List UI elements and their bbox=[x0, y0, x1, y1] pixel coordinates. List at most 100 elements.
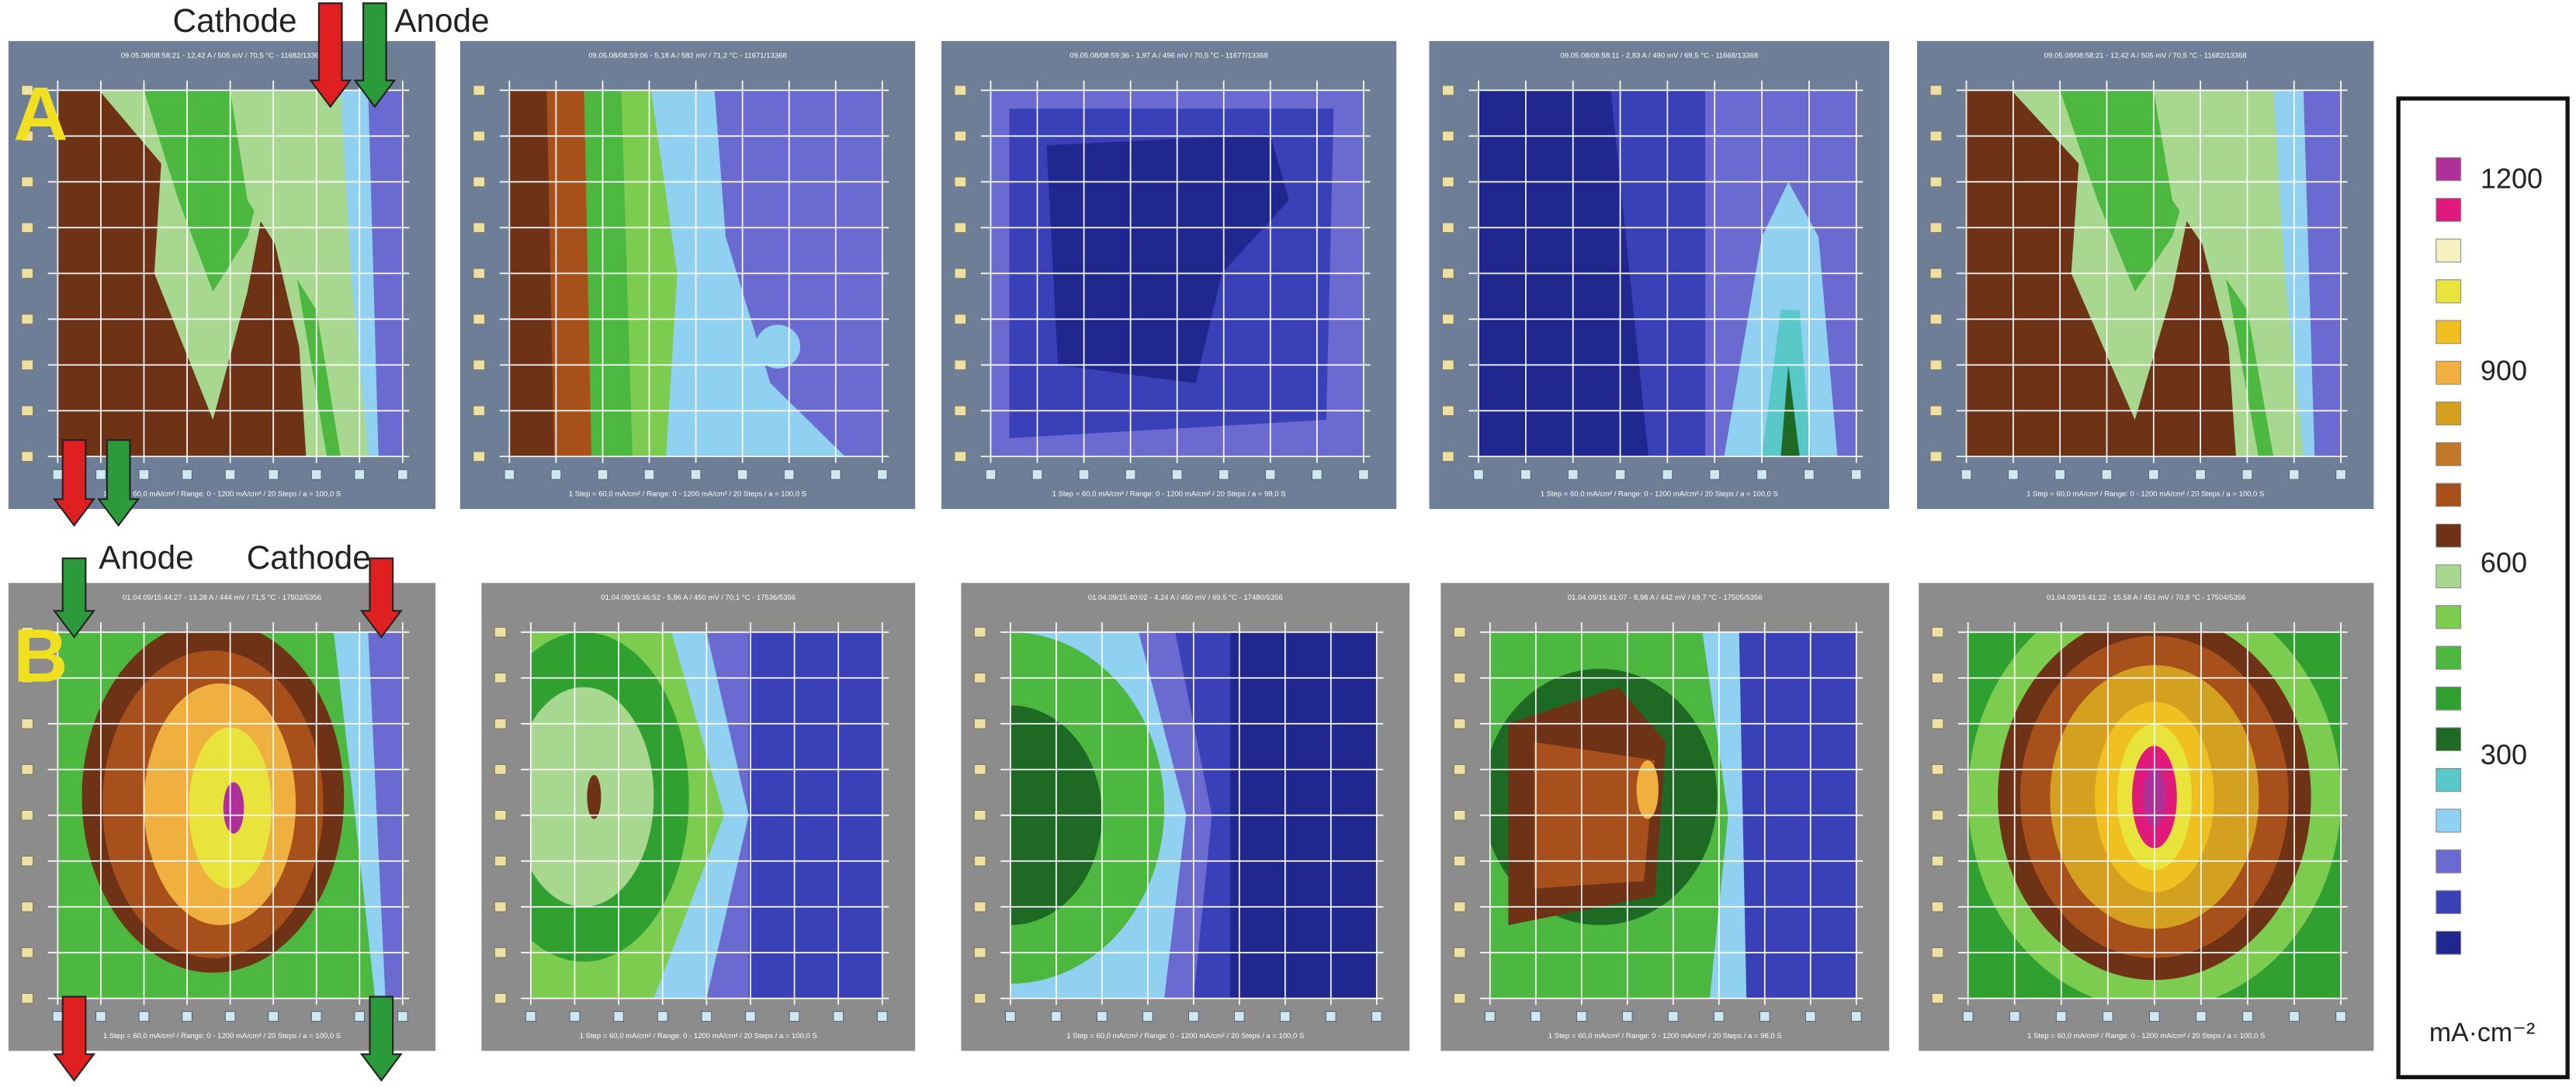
side-pin bbox=[473, 222, 486, 234]
legend-unit: mA·cm⁻² bbox=[2429, 1018, 2535, 1047]
bottom-pin bbox=[1530, 1011, 1541, 1022]
side-pin bbox=[1441, 405, 1454, 417]
bottom-pin bbox=[1804, 469, 1815, 480]
side-pin bbox=[954, 130, 967, 142]
legend-swatch bbox=[2436, 320, 2462, 344]
bottom-pin bbox=[2196, 1011, 2207, 1022]
bottom-pin bbox=[2055, 1011, 2067, 1022]
map-footer: 1 Step = 60,0 mA/cm² / Range: 0 - 1200 m… bbox=[103, 490, 341, 499]
legend-swatch bbox=[2436, 849, 2462, 874]
legend-swatch bbox=[2436, 238, 2462, 263]
side-pin bbox=[1441, 268, 1454, 279]
side-pin bbox=[1931, 718, 1944, 729]
side-pin bbox=[954, 222, 967, 234]
side-pin bbox=[954, 451, 967, 462]
bottom-pin bbox=[745, 1011, 756, 1022]
legend-swatch bbox=[2436, 401, 2462, 426]
map-header: 01.04.09/15:46:52 - 5,86 A / 450 mV / 70… bbox=[601, 594, 796, 602]
bottom-pin bbox=[1961, 469, 1972, 480]
contour bbox=[1636, 760, 1659, 819]
bottom-pin bbox=[1713, 1011, 1725, 1022]
row-label: A bbox=[13, 71, 68, 156]
bottom-pin bbox=[1621, 1011, 1633, 1022]
side-pin bbox=[21, 85, 34, 96]
side-pin bbox=[973, 763, 986, 775]
side-pin bbox=[973, 855, 986, 867]
side-pin bbox=[1929, 176, 1943, 188]
side-pin bbox=[1441, 222, 1454, 234]
side-pin bbox=[21, 626, 34, 638]
bottom-pin bbox=[1520, 469, 1531, 480]
legend-swatch bbox=[2436, 279, 2462, 303]
side-pin bbox=[1931, 947, 1944, 958]
bottom-pin bbox=[224, 1011, 236, 1022]
bottom-pin bbox=[1709, 469, 1721, 480]
arrow bbox=[359, 995, 403, 1082]
side-pin bbox=[1441, 130, 1454, 142]
bottom-pin bbox=[657, 1011, 668, 1022]
side-pin bbox=[973, 672, 986, 684]
contour bbox=[755, 324, 801, 369]
bottom-pin bbox=[95, 469, 106, 480]
side-pin bbox=[21, 763, 34, 775]
electrode-label: Cathode bbox=[247, 539, 371, 576]
legend-swatch bbox=[2436, 646, 2462, 670]
bottom-pin bbox=[1311, 469, 1323, 480]
legend-swatch bbox=[2436, 361, 2462, 385]
side-pin bbox=[494, 718, 507, 729]
map-footer: 1 Step = 60,0 mA/cm² / Range: 0 - 1200 m… bbox=[2027, 1032, 2265, 1040]
bottom-pin bbox=[613, 1011, 624, 1022]
bottom-pin bbox=[95, 1011, 106, 1022]
side-pin bbox=[473, 451, 486, 462]
side-pin bbox=[1453, 626, 1466, 638]
bottom-pin bbox=[504, 469, 515, 480]
bottom-pin bbox=[52, 1011, 64, 1022]
side-pin bbox=[494, 626, 507, 638]
side-pin bbox=[494, 992, 507, 1004]
bottom-pin bbox=[1279, 1011, 1291, 1022]
bottom-pin bbox=[1004, 1011, 1016, 1022]
side-pin bbox=[21, 359, 34, 371]
bottom-pin bbox=[876, 469, 888, 480]
arrow bbox=[53, 439, 96, 527]
bottom-pin bbox=[268, 469, 279, 480]
bottom-pin bbox=[2195, 469, 2206, 480]
bottom-pin bbox=[2335, 1011, 2346, 1022]
side-pin bbox=[21, 130, 34, 142]
side-pin bbox=[494, 672, 507, 684]
side-pin bbox=[954, 85, 967, 96]
bottom-pin bbox=[224, 469, 236, 480]
side-pin bbox=[1931, 901, 1944, 912]
legend-swatch bbox=[2436, 198, 2462, 222]
bottom-pin bbox=[1756, 469, 1767, 480]
side-pin bbox=[1931, 626, 1944, 638]
bottom-pin bbox=[397, 1011, 408, 1022]
bottom-pin bbox=[1614, 469, 1626, 480]
bottom-pin bbox=[789, 1011, 800, 1022]
side-pin bbox=[973, 809, 986, 821]
arrow bbox=[53, 557, 96, 639]
map-header: 01.04.09/15:40:02 - 4,24 A / 450 mV / 69… bbox=[1088, 594, 1283, 602]
bottom-pin bbox=[1187, 1011, 1199, 1022]
map-header: 01.04.09/15:41:22 - 15,58 A / 451 mV / 7… bbox=[2047, 594, 2245, 602]
bottom-pin bbox=[525, 1011, 536, 1022]
bottom-pin bbox=[1567, 469, 1579, 480]
map-header: 09.05.08/08:59:06 - 5,18 A / 582 mV / 71… bbox=[588, 51, 786, 60]
legend-swatch bbox=[2436, 523, 2462, 548]
bottom-pin bbox=[1576, 1011, 1587, 1022]
side-pin bbox=[973, 992, 986, 1004]
map-footer: 1 Step = 60,0 mA/cm² / Range: 0 - 1200 m… bbox=[1052, 490, 1286, 499]
legend-swatch bbox=[2436, 767, 2462, 792]
bottom-pin bbox=[1850, 1011, 1862, 1022]
side-pin bbox=[473, 268, 486, 279]
side-pin bbox=[21, 855, 34, 867]
map-footer: 1 Step = 60,0 mA/cm² / Range: 0 - 1200 m… bbox=[1548, 1032, 1782, 1040]
side-pin bbox=[1929, 222, 1943, 234]
side-pin bbox=[1453, 718, 1466, 729]
legend-swatch bbox=[2436, 564, 2462, 589]
bottom-pin bbox=[354, 1011, 366, 1022]
side-pin bbox=[494, 855, 507, 867]
map-header: 01.04.09/15:41:07 - 8,98 A / 442 mV / 69… bbox=[1568, 594, 1763, 602]
side-pin bbox=[21, 268, 34, 279]
row-label: B bbox=[13, 614, 68, 698]
